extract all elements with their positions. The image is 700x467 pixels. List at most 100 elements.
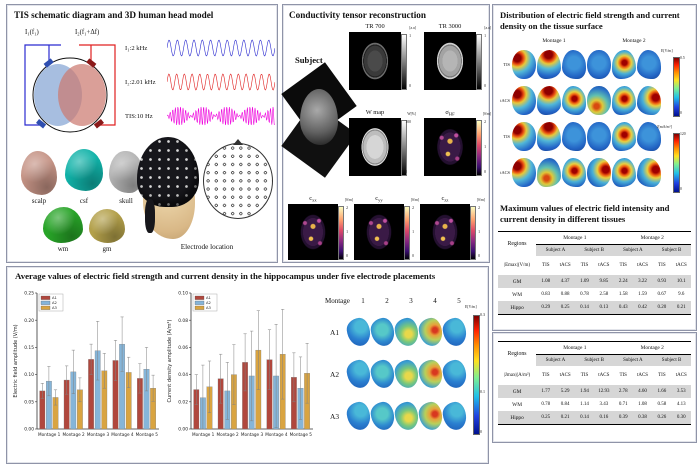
table-value: 9.85 bbox=[594, 275, 614, 288]
region-name: GM bbox=[498, 275, 537, 288]
mri-image bbox=[349, 32, 401, 90]
colorbar bbox=[470, 206, 476, 260]
colorbar-label: [S/m] bbox=[410, 198, 419, 202]
sine-waveform-1 bbox=[167, 39, 275, 57]
hippo-row: A2 bbox=[325, 353, 468, 395]
electrode-location-caption: Electrode location bbox=[180, 243, 234, 251]
table-value: 12.93 bbox=[594, 385, 614, 398]
panel-tis-title: TIS schematic diagram and 3D human head … bbox=[14, 10, 214, 20]
panel-jmax-table: Regions Montage 1 Montage 2 Subject A Subjec… bbox=[492, 332, 697, 443]
colorbar bbox=[338, 206, 344, 260]
waveform-row-3: TIS:10 Hz bbox=[125, 101, 277, 131]
brain-surface-image bbox=[562, 157, 586, 187]
region-name: Hippo bbox=[498, 411, 537, 425]
head-model-gm bbox=[89, 209, 125, 243]
mri-image-block: σHF [S/m] 2 1 0 bbox=[424, 109, 491, 176]
head-model-scalp bbox=[21, 151, 57, 195]
nose-marker bbox=[233, 139, 243, 145]
mri-image-block: TR 3000 [a.u] 1 0 bbox=[424, 23, 491, 90]
table-value: 2.24 bbox=[613, 275, 633, 288]
panel-conductivity-title: Conductivity tensor reconstruction bbox=[289, 10, 426, 20]
brain-surface-image bbox=[637, 85, 661, 115]
legend-label: A2 bbox=[52, 301, 57, 305]
brain-surface-image bbox=[562, 49, 586, 79]
waveform-trace bbox=[167, 39, 275, 57]
stim-type-header: TIS bbox=[619, 263, 627, 268]
x-category-label: Montage 4 bbox=[111, 432, 134, 437]
tissue-surface-row: TIS bbox=[495, 118, 662, 154]
x-category-label: Montage 4 bbox=[265, 432, 288, 437]
colorbar-ticks: 2 1 0 bbox=[484, 120, 486, 174]
mri-image-block: cyy [S/m] 2 1 0 bbox=[354, 195, 419, 260]
colorbar-tick: 2 bbox=[346, 206, 348, 210]
table-value: 3.43 bbox=[599, 402, 609, 407]
mri-label-main: c bbox=[441, 195, 445, 202]
table-value: 4.37 bbox=[555, 275, 575, 288]
head-outline bbox=[32, 57, 108, 133]
colorbar bbox=[401, 120, 407, 176]
legend-label: A1 bbox=[206, 296, 211, 300]
waveform-1-label: I₁:2 kHz bbox=[125, 44, 148, 52]
values-table: Regions Montage 1 Montage 2 Subject A Subjec… bbox=[498, 231, 691, 315]
mri-image-label: TR 3000 bbox=[424, 23, 476, 32]
montage-column-number: 5 bbox=[457, 297, 461, 305]
hippo-colorbar-tick: 0.1 bbox=[480, 389, 485, 394]
left-wire-loop bbox=[24, 44, 41, 126]
mri-label-subscript: yy bbox=[378, 197, 383, 203]
hippocampus-image bbox=[345, 316, 372, 348]
mri-label-main: TR 700 bbox=[365, 23, 385, 30]
brain-surface-image bbox=[562, 85, 586, 115]
efield-colorbar-label: E[V/m] bbox=[661, 49, 673, 53]
table-value: 0.29 bbox=[536, 301, 556, 315]
montage-column-number: 1 bbox=[361, 297, 365, 305]
brain-surface-image bbox=[587, 85, 611, 115]
mri-image-block: W map W[%] 100 0 bbox=[349, 109, 416, 176]
hippo-row-label: A3 bbox=[330, 411, 340, 421]
hippo-colorbar-label: E[V/m] bbox=[465, 305, 477, 309]
y-tick-label: 0.25 bbox=[24, 291, 34, 297]
eeg-cap-strap bbox=[145, 199, 155, 233]
colorbar-tick: 0 bbox=[478, 254, 480, 258]
waveform-trace bbox=[167, 106, 275, 126]
hippo-row: A3 bbox=[325, 395, 468, 437]
mri-image-label: cyy bbox=[354, 195, 404, 204]
brain-surface-image bbox=[587, 121, 611, 151]
y-tick-label: 0.08 bbox=[178, 318, 188, 324]
table-value: 0.30 bbox=[671, 411, 691, 425]
colorbar-tick: 1 bbox=[346, 230, 348, 234]
stim-type-header: tACS bbox=[675, 263, 687, 268]
field-2-ellipse bbox=[58, 64, 106, 126]
table-value: 1.66 bbox=[652, 385, 672, 398]
jdensity-colorbar bbox=[673, 133, 680, 193]
brain-surface-image bbox=[537, 121, 561, 151]
table-value: 1.59 bbox=[638, 292, 647, 297]
table-value: 0.21 bbox=[555, 411, 575, 425]
tissue-surface-row: tACS bbox=[495, 154, 662, 190]
mri-sagittal-slice bbox=[300, 89, 338, 145]
mri-image bbox=[354, 204, 404, 260]
electrode-4 bbox=[93, 118, 104, 129]
montage-column-number: 3 bbox=[409, 297, 413, 305]
brain-surface-image bbox=[512, 49, 536, 79]
montage-column-header: Montage 1 bbox=[536, 341, 614, 355]
right-wire-loop bbox=[99, 44, 116, 126]
y-axis-label: Current density amplitude (A/m²) bbox=[167, 319, 173, 402]
colorbar-ticks: 100 0 bbox=[405, 120, 411, 174]
hippocampus-image bbox=[369, 400, 396, 432]
table-value: 0.39 bbox=[613, 411, 633, 425]
mri-image-label: W map bbox=[349, 109, 401, 118]
colorbar-ticks: 2 1 0 bbox=[478, 206, 480, 258]
hippo-colorbar bbox=[473, 315, 480, 435]
colorbar-tick: 0 bbox=[409, 84, 411, 88]
mri-image-label: σHF bbox=[424, 109, 476, 118]
subject-label: Subject bbox=[295, 55, 323, 65]
subject-column-header: Subject A bbox=[536, 244, 575, 256]
x-category-label: Montage 5 bbox=[290, 432, 313, 437]
hippocampus-image bbox=[369, 358, 396, 390]
mri-label-subscript: zz bbox=[444, 197, 449, 203]
y-tick-label: 0.10 bbox=[24, 372, 34, 378]
y-tick-label: 0.20 bbox=[24, 318, 34, 324]
panel-distribution-title: Distribution of electric field strength … bbox=[500, 10, 680, 31]
stim-type-header: tACS bbox=[636, 263, 649, 268]
